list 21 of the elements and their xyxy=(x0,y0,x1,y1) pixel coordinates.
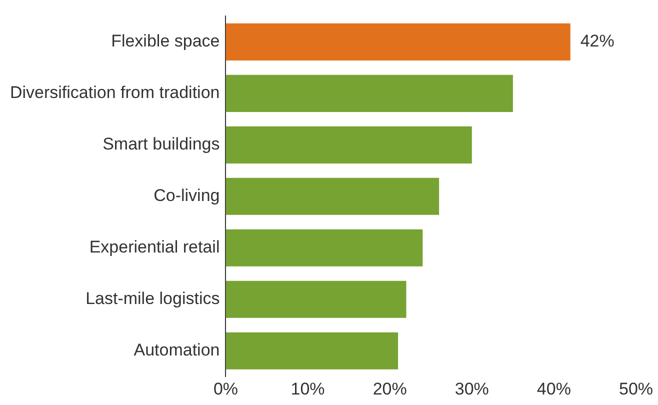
x-tick-label: 50% xyxy=(618,379,654,398)
data-label: 42% xyxy=(580,32,614,51)
bar xyxy=(226,280,406,318)
y-tick-label: Last-mile logistics xyxy=(86,289,220,308)
bar xyxy=(226,229,423,266)
x-tick-label: 20% xyxy=(372,379,407,398)
y-tick-label: Co-living xyxy=(154,186,220,206)
y-tick-label: Flexible space xyxy=(111,32,220,51)
bar xyxy=(226,332,398,370)
y-tick-label: Smart buildings xyxy=(102,134,220,154)
x-tick-label: 10% xyxy=(290,379,325,398)
x-tick-label: 0% xyxy=(213,379,238,398)
y-tick-label: Automation xyxy=(134,340,220,360)
bar xyxy=(226,23,570,60)
x-tick-label: 30% xyxy=(454,379,489,398)
y-tick-label: Experiential retail xyxy=(89,238,220,257)
bar xyxy=(226,126,472,164)
bar xyxy=(226,178,440,215)
x-tick-label: 40% xyxy=(536,379,571,398)
y-tick-label: Diversification from tradition xyxy=(10,83,220,102)
bar xyxy=(226,74,513,112)
